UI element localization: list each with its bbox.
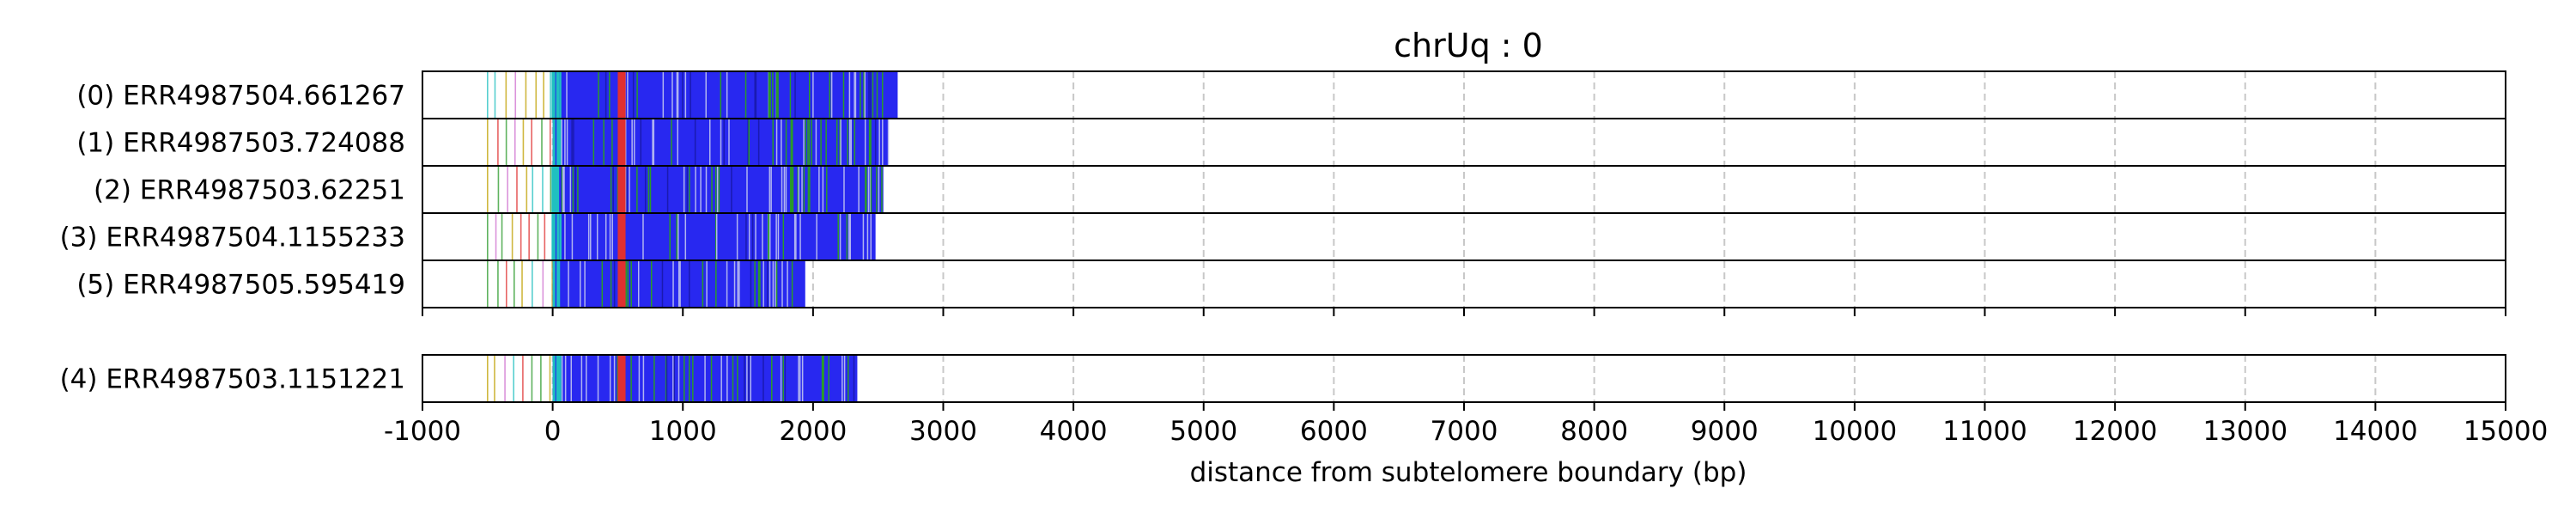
x-tick-label-7: 6000 xyxy=(1300,416,1368,447)
read-track-0-4 xyxy=(487,261,805,307)
read-label-0-2: (2) ERR4987503.62251 xyxy=(94,175,405,206)
read-label-0-3: (3) ERR4987504.1155233 xyxy=(60,223,405,253)
x-tick-label-5: 4000 xyxy=(1040,416,1108,447)
x-tick-label-15: 14000 xyxy=(2333,416,2418,447)
x-tick-label-14: 13000 xyxy=(2202,416,2287,447)
x-tick-label-4: 3000 xyxy=(909,416,977,447)
chart-title: chrUq : 0 xyxy=(1394,27,1543,64)
read-label-0-1: (1) ERR4987503.724088 xyxy=(76,128,405,159)
x-tick-label-1: 0 xyxy=(544,416,562,447)
read-track-0-2 xyxy=(487,167,884,212)
read-red-band xyxy=(617,167,626,212)
x-tick-label-13: 12000 xyxy=(2073,416,2158,447)
text-layer: chrUq : 0 distance from subtelomere boun… xyxy=(60,27,2549,488)
read-body xyxy=(552,214,876,260)
read-red-band xyxy=(617,119,626,165)
read-red-band xyxy=(617,356,626,401)
x-tick-label-9: 8000 xyxy=(1560,416,1628,447)
read-body xyxy=(552,72,898,118)
read-label-0-0: (0) ERR4987504.661267 xyxy=(76,81,405,112)
axes-layer xyxy=(422,70,2506,411)
read-track-0-1 xyxy=(487,119,890,165)
x-tick-label-16: 15000 xyxy=(2464,416,2549,447)
read-red-band xyxy=(617,214,626,260)
x-tick-label-12: 11000 xyxy=(1942,416,2027,447)
read-red-band xyxy=(617,72,626,118)
read-label-0-4: (5) ERR4987505.595419 xyxy=(76,270,405,301)
x-tick-label-6: 5000 xyxy=(1170,416,1237,447)
x-tick-label-2: 1000 xyxy=(649,416,717,447)
reads-layer xyxy=(487,72,898,401)
read-track-1-0 xyxy=(487,356,858,401)
x-tick-label-8: 7000 xyxy=(1431,416,1498,447)
x-axis-label: distance from subtelomere boundary (bp) xyxy=(1190,457,1747,488)
read-red-band xyxy=(617,261,626,307)
read-track-0-0 xyxy=(487,72,898,118)
x-tick-label-3: 2000 xyxy=(779,416,847,447)
read-track-0-3 xyxy=(487,214,876,260)
read-label-1-0: (4) ERR4987503.1151221 xyxy=(60,364,405,395)
x-tick-label-10: 9000 xyxy=(1691,416,1759,447)
x-tick-label-11: 10000 xyxy=(1813,416,1898,447)
x-tick-label-0: -1000 xyxy=(384,416,461,447)
